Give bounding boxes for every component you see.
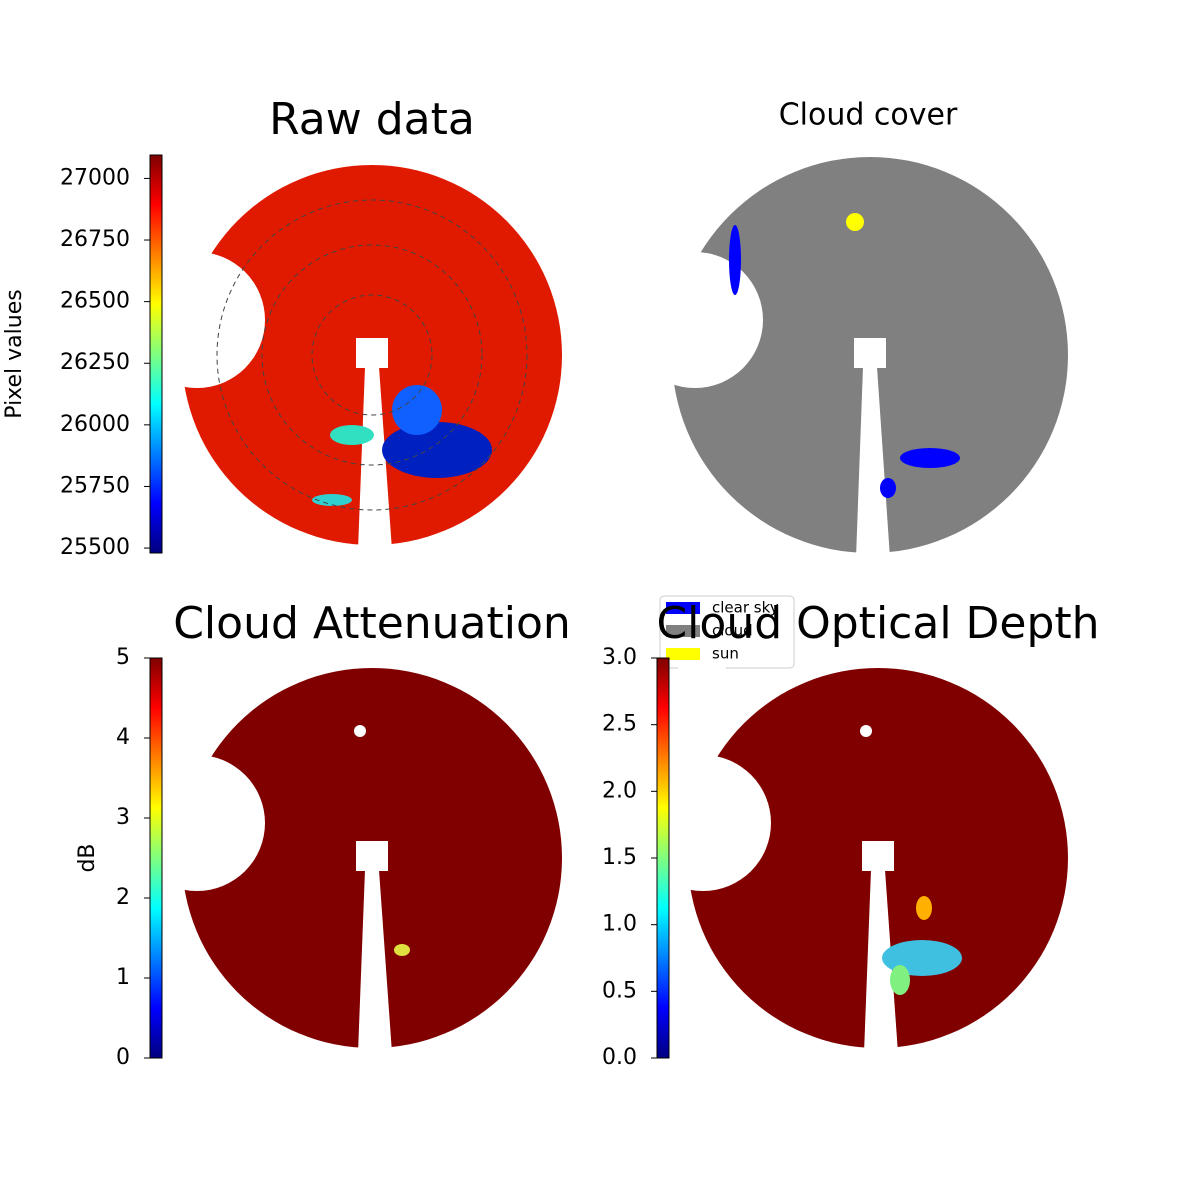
colorbar-tick-label: 25500 — [60, 535, 130, 560]
cloud-blob — [330, 425, 374, 445]
mask-cutout — [662, 152, 720, 275]
legend-label: cloud — [712, 622, 753, 640]
colorbar-label: dB — [75, 843, 100, 872]
panel-title: Cloud Optical Depth — [656, 598, 1099, 649]
colorbar-tick-label: 0.5 — [602, 978, 637, 1003]
mask-cutout — [356, 841, 388, 871]
mask-cutout — [356, 338, 388, 368]
cloud-blob — [382, 422, 492, 478]
colorbar-tick-label: 26250 — [60, 350, 130, 375]
mask-cutout — [129, 252, 265, 388]
colorbar-tick-label: 3 — [116, 805, 130, 830]
sky-image — [129, 663, 562, 1053]
colorbar-tick-label: 2 — [116, 885, 130, 910]
colorbar-tick-label: 5 — [116, 645, 130, 670]
cloud-blob — [392, 385, 442, 435]
sun-mask — [860, 725, 872, 737]
cloud-blob — [890, 965, 910, 995]
mask-cutout — [854, 338, 886, 368]
sky-image — [635, 663, 1068, 1053]
mask-cutout — [864, 870, 898, 1053]
colorbar-tick-label: 0.0 — [602, 1045, 637, 1070]
sky-image — [627, 152, 1068, 558]
mask-cutout — [172, 160, 222, 275]
colorbar-label: Pixel values — [2, 289, 27, 418]
colorbar-tick-label: 27000 — [60, 165, 130, 190]
polar-grid — [261, 244, 483, 466]
panel-title: Cloud Attenuation — [173, 598, 571, 649]
mask-cutout — [856, 367, 890, 558]
mask-cutout — [635, 755, 771, 891]
legend-label: clear sky — [712, 599, 779, 617]
mask-cutout — [172, 663, 222, 778]
colorbar-tick-label: 3.0 — [602, 645, 637, 670]
colorbar-tick-label: 26500 — [60, 289, 130, 314]
polar-grid — [216, 199, 528, 511]
colorbar — [149, 154, 163, 554]
cloud-blob — [916, 896, 932, 920]
panel-title: Cloud cover — [779, 98, 958, 133]
clear-sky — [880, 478, 896, 498]
sky-image — [129, 160, 562, 550]
colorbar-tick-label: 26000 — [60, 412, 130, 437]
mask-cutout — [358, 367, 392, 550]
mask-cutout — [862, 841, 894, 871]
colorbar-tick-label: 1.5 — [602, 845, 637, 870]
legend-swatch — [666, 602, 700, 614]
colorbar-tick-label: 2.5 — [602, 712, 637, 737]
colorbar — [656, 657, 670, 1059]
colorbar-tick-label: 0 — [116, 1045, 130, 1070]
colorbar-tick-label: 1.0 — [602, 912, 637, 937]
colorbar-tick-label: 1 — [116, 965, 130, 990]
mask-cutout — [678, 663, 728, 778]
cloud-blob — [394, 944, 410, 956]
colorbar-tick-label: 25750 — [60, 473, 130, 498]
mask-cutout — [627, 252, 763, 388]
legend-swatch — [666, 648, 700, 660]
mask-cutout — [129, 755, 265, 891]
polar-grid — [311, 294, 433, 416]
legend-label: sun — [712, 645, 739, 663]
mask-cutout — [358, 870, 392, 1053]
legend-swatch — [666, 625, 700, 637]
colorbar-tick-label: 26750 — [60, 227, 130, 252]
clear-sky — [729, 225, 741, 295]
sun-mask — [354, 725, 366, 737]
clear-sky — [900, 448, 960, 468]
panel-title: Raw data — [269, 94, 475, 145]
legend: clear sky cloud sun — [659, 595, 795, 669]
cloud-blob — [312, 494, 352, 506]
sun — [846, 213, 864, 231]
colorbar-tick-label: 2.0 — [602, 778, 637, 803]
colorbar-tick-label: 4 — [116, 725, 130, 750]
colorbar — [149, 657, 163, 1059]
